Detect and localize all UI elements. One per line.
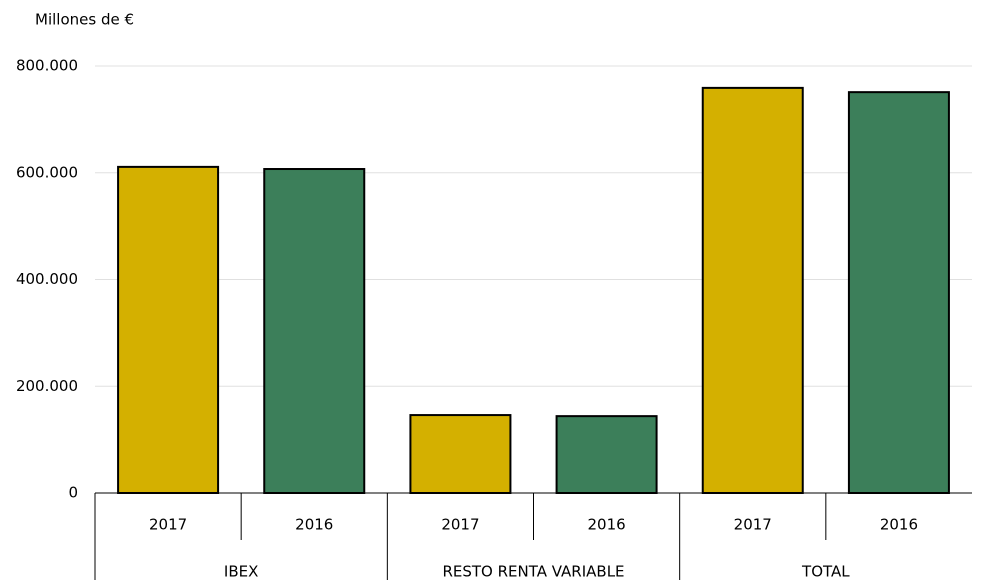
x-group-label: TOTAL	[801, 563, 850, 580]
bar	[117, 165, 220, 494]
x-tick-label: 2016	[880, 516, 918, 534]
y-tick-label: 800.000	[16, 57, 78, 75]
bar	[701, 86, 804, 494]
y-tick-label: 200.000	[16, 377, 78, 395]
y-tick-label: 0	[68, 484, 78, 502]
y-tick-label: 600.000	[16, 163, 78, 181]
y-axis-label: Millones de €	[35, 11, 134, 29]
x-tick-label: 2017	[734, 516, 772, 534]
x-group-label: RESTO RENTA VARIABLE	[442, 563, 624, 580]
bar	[555, 415, 658, 495]
x-group-label: IBEX	[224, 563, 258, 580]
bar	[409, 414, 512, 495]
bar	[263, 168, 366, 494]
x-tick-label: 2016	[295, 516, 333, 534]
y-tick-label: 400.000	[16, 270, 78, 288]
x-tick-label: 2017	[149, 516, 187, 534]
x-tick-label: 2017	[441, 516, 479, 534]
x-tick-label: 2016	[587, 516, 625, 534]
bar	[847, 91, 950, 494]
